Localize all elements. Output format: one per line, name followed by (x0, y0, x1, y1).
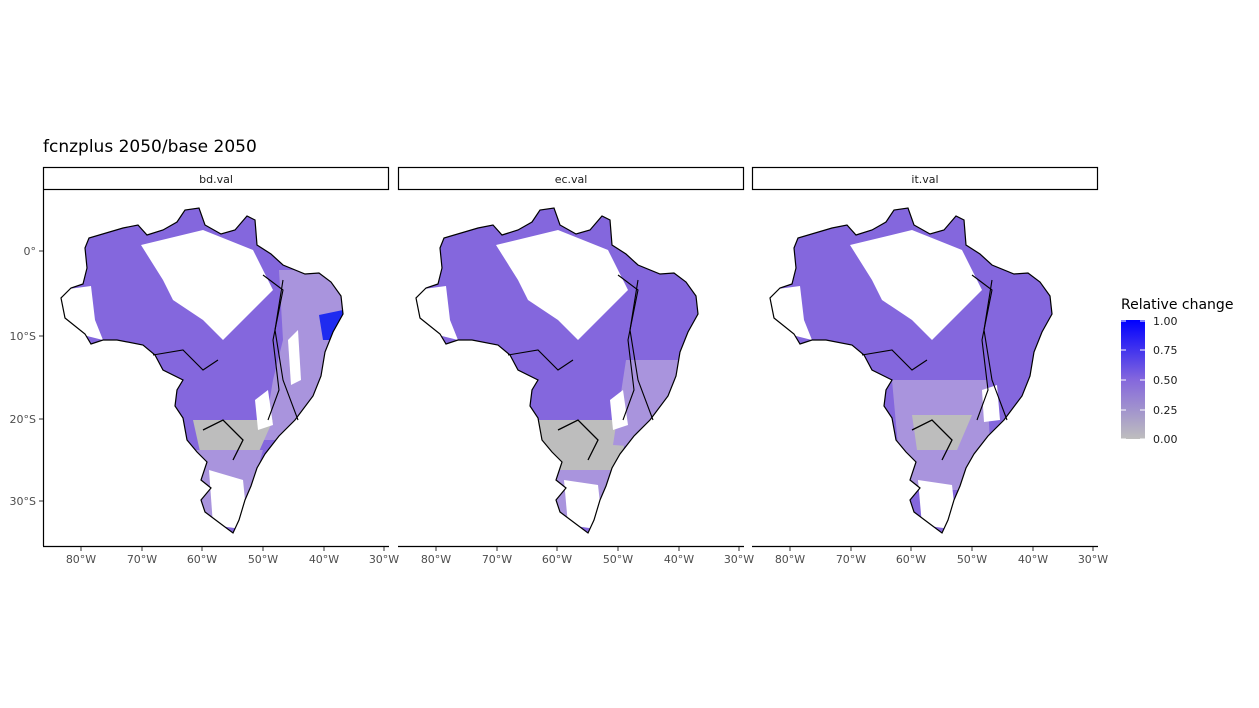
y-tick-label: 30°S (10, 495, 36, 508)
x-tick-label: 40°W (664, 553, 694, 566)
legend: 1.00 0.75 0.50 0.25 0.00 (1121, 315, 1178, 446)
legend-label: 0.75 (1153, 344, 1178, 357)
x-tick-label: 50°W (957, 553, 987, 566)
x-tick-label: 50°W (248, 553, 278, 566)
x-tick-label: 30°W (369, 553, 399, 566)
y-axis: 0° 10°S 20°S 30°S (10, 245, 43, 508)
y-tick-label: 20°S (10, 413, 36, 426)
strip-label-bd-val: bd.val (199, 173, 233, 186)
x-tick-label: 80°W (421, 553, 451, 566)
x-tick-label: 60°W (542, 553, 572, 566)
panel-ec-val: ec.val (397, 166, 745, 548)
panel-bd-val: bd.val (42, 166, 390, 548)
x-tick-label: 60°W (896, 553, 926, 566)
x-tick-label: 60°W (187, 553, 217, 566)
x-tick-label: 80°W (66, 553, 96, 566)
map-it-val (769, 207, 1053, 534)
legend-label: 0.00 (1153, 433, 1178, 446)
strip-label-ec-val: ec.val (555, 173, 588, 186)
x-tick-label: 30°W (1078, 553, 1108, 566)
strip-bd-val (42, 166, 390, 191)
plot-title: fcnzplus 2050/base 2050 (43, 137, 257, 157)
panel-it-val: it.val (751, 166, 1099, 548)
legend-label: 1.00 (1153, 315, 1178, 328)
x-tick-label: 50°W (603, 553, 633, 566)
x-tick-label: 40°W (1018, 553, 1048, 566)
strip-label-it-val: it.val (911, 173, 938, 186)
legend-title: Relative change (1121, 297, 1234, 313)
x-tick-label: 30°W (724, 553, 754, 566)
y-tick-label: 0° (24, 245, 37, 258)
x-tick-label: 40°W (309, 553, 339, 566)
x-tick-label: 80°W (775, 553, 805, 566)
legend-label: 0.50 (1153, 374, 1178, 387)
legend-label: 0.25 (1153, 404, 1178, 417)
x-tick-label: 70°W (836, 553, 866, 566)
strip-it-val (751, 166, 1099, 191)
strip-ec-val (397, 166, 745, 191)
x-tick-label: 70°W (482, 553, 512, 566)
map-ec-val (415, 207, 699, 534)
x-axes: 80°W 70°W 60°W 50°W 40°W 30°W 80°W 70°W 60°W 50°W… (66, 547, 1108, 566)
x-tick-label: 70°W (127, 553, 157, 566)
map-bd-val (60, 207, 344, 534)
y-tick-label: 10°S (10, 330, 36, 343)
